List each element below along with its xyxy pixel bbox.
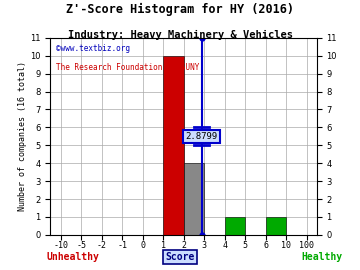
Text: Score: Score	[165, 252, 195, 262]
Text: 2.8799: 2.8799	[185, 132, 218, 141]
Text: The Research Foundation of SUNY: The Research Foundation of SUNY	[56, 63, 199, 72]
Bar	[163, 56, 184, 235]
Bar	[266, 217, 286, 235]
Text: Industry: Heavy Machinery & Vehicles: Industry: Heavy Machinery & Vehicles	[68, 30, 292, 40]
Text: Healthy: Healthy	[301, 252, 342, 262]
Text: ©www.textbiz.org: ©www.textbiz.org	[56, 44, 130, 53]
Y-axis label: Number of companies (16 total): Number of companies (16 total)	[18, 61, 27, 211]
Bar	[184, 163, 204, 235]
Text: Z'-Score Histogram for HY (2016): Z'-Score Histogram for HY (2016)	[66, 3, 294, 16]
Text: Unhealthy: Unhealthy	[47, 252, 100, 262]
Bar	[225, 217, 245, 235]
